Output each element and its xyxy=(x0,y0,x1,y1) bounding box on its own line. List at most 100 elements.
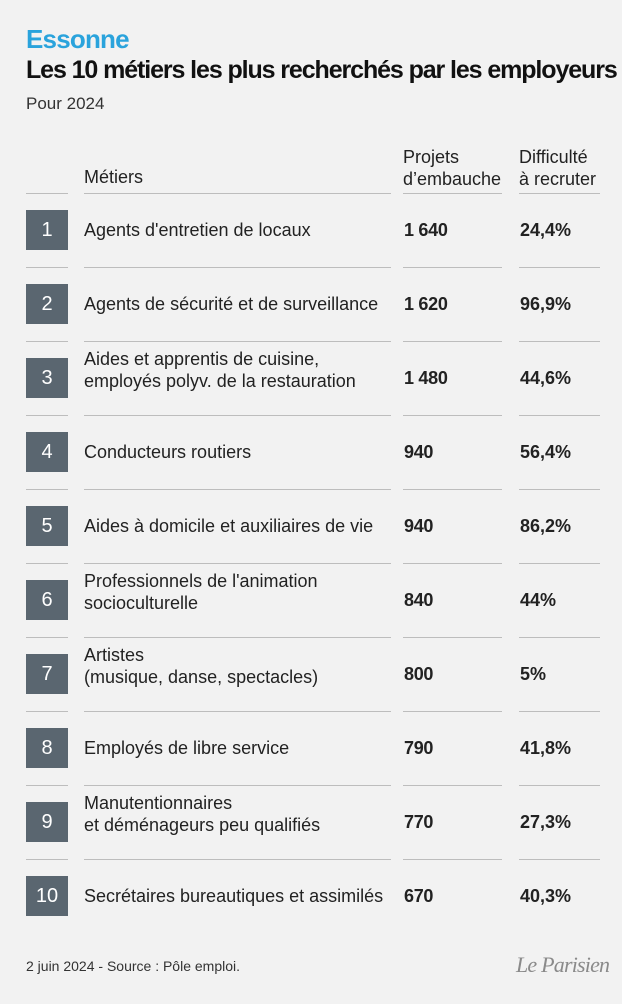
job-title-line1: Agents de sécurité et de surveillance xyxy=(84,294,379,314)
job-title: Aides et apprentis de cuisine, employés p… xyxy=(84,348,394,392)
row-divider xyxy=(84,415,391,416)
hiring-projects-value: 1 640 xyxy=(404,220,448,240)
row-divider xyxy=(403,785,502,786)
table-row: 3 Aides et apprentis de cuisine, employés … xyxy=(0,349,622,432)
rank-badge: 6 xyxy=(26,580,68,620)
column-header-difficulte-line2: à recruter xyxy=(519,169,597,189)
row-divider xyxy=(26,193,68,194)
job-title: Professionnels de l'animation sociocultur… xyxy=(84,570,394,614)
row-divider xyxy=(403,415,502,416)
table-row: 8 Employés de libre service 790 41,8% xyxy=(0,728,622,802)
table-row: 6 Professionnels de l'animation sociocultu… xyxy=(0,571,622,654)
hiring-projects-value: 670 xyxy=(404,886,434,906)
recruiting-difficulty-value: 24,4% xyxy=(520,220,572,240)
row-divider xyxy=(403,859,502,860)
job-title-line1: Secrétaires bureautiques et assimilés xyxy=(84,886,384,906)
row-divider xyxy=(84,341,391,342)
recruiting-difficulty-value: 40,3% xyxy=(520,886,572,906)
row-divider xyxy=(403,563,502,564)
job-title-line1: Professionnels de l'animation xyxy=(84,571,318,591)
row-divider xyxy=(519,489,600,490)
rank-badge: 1 xyxy=(26,210,68,250)
job-title: Conducteurs routiers xyxy=(84,441,394,463)
recruiting-difficulty-value: 56,4% xyxy=(520,442,572,462)
table-row: 10 Secrétaires bureautiques et assimilés 6… xyxy=(0,876,622,950)
row-divider xyxy=(403,267,502,268)
rank-badge: 2 xyxy=(26,284,68,324)
recruiting-difficulty-value: 5% xyxy=(520,664,547,684)
hiring-projects-value: 940 xyxy=(404,442,434,462)
row-divider xyxy=(84,785,391,786)
page-subtitle: Pour 2024 xyxy=(26,94,105,113)
recruiting-difficulty-value: 96,9% xyxy=(520,294,572,314)
job-title: Agents d'entretien de locaux xyxy=(84,219,394,241)
hiring-projects-value: 790 xyxy=(404,738,434,758)
column-header-metiers: Métiers xyxy=(84,167,144,187)
row-divider xyxy=(403,637,502,638)
row-divider xyxy=(26,637,68,638)
source-note: 2 juin 2024 - Source : Pôle emploi. xyxy=(26,958,241,974)
job-title-line1: Agents d'entretien de locaux xyxy=(84,220,311,240)
row-divider xyxy=(519,637,600,638)
job-title: Artistes (musique, danse, spectacles) xyxy=(84,644,394,688)
row-divider xyxy=(403,341,502,342)
row-divider xyxy=(26,785,68,786)
row-divider xyxy=(519,859,600,860)
hiring-projects-value: 1 480 xyxy=(404,368,448,388)
row-divider xyxy=(519,267,600,268)
row-divider xyxy=(84,267,391,268)
row-divider xyxy=(403,489,502,490)
rank-badge: 9 xyxy=(26,802,68,842)
table-row: 4 Conducteurs routiers 940 56,4% xyxy=(0,432,622,506)
column-header-projets-line2: d’embauche xyxy=(403,169,502,189)
row-divider xyxy=(84,193,391,194)
rank-badge: 8 xyxy=(26,728,68,768)
column-header-projets: Projets d’embauche xyxy=(403,146,501,190)
row-divider xyxy=(519,711,600,712)
table-row: 2 Agents de sécurité et de surveillance 1 … xyxy=(0,284,622,358)
job-title: Employés de libre service xyxy=(84,737,394,759)
hiring-projects-value: 770 xyxy=(404,812,434,832)
hiring-projects-value: 940 xyxy=(404,516,434,536)
job-title-line1: Aides à domicile et auxiliaires de vie xyxy=(84,516,374,536)
job-title-line1: Artistes xyxy=(84,645,145,665)
recruiting-difficulty-value: 41,8% xyxy=(520,738,572,758)
table-row: 5 Aides à domicile et auxiliaires de vie 9… xyxy=(0,506,622,580)
rank-badge: 5 xyxy=(26,506,68,546)
row-divider xyxy=(84,637,391,638)
job-title: Aides à domicile et auxiliaires de vie xyxy=(84,515,394,537)
table-row: 7 Artistes (musique, danse, spectacles) 800… xyxy=(0,645,622,728)
page-title: Les 10 métiers les plus recherchés par l… xyxy=(26,56,618,84)
column-header-difficulte: Difficulté à recruter xyxy=(519,146,596,190)
rank-badge: 4 xyxy=(26,432,68,472)
job-title-line1: Aides et apprentis de cuisine, xyxy=(84,349,320,369)
recruiting-difficulty-value: 27,3% xyxy=(520,812,572,832)
table-row: 9 Manutentionnaires et déménageurs peu qua… xyxy=(0,793,622,876)
job-title-line2: (musique, danse, spectacles) xyxy=(84,667,319,687)
row-divider xyxy=(26,563,68,564)
job-title: Secrétaires bureautiques et assimilés xyxy=(84,885,394,907)
job-title-line1: Employés de libre service xyxy=(84,738,290,758)
job-title: Manutentionnaires et déménageurs peu qual… xyxy=(84,792,394,836)
job-title-line2: employés polyv. de la restauration xyxy=(84,371,356,391)
recruiting-difficulty-value: 86,2% xyxy=(520,516,572,536)
row-divider xyxy=(519,785,600,786)
hiring-projects-value: 1 620 xyxy=(404,294,448,314)
rank-badge: 7 xyxy=(26,654,68,694)
job-title-line1: Conducteurs routiers xyxy=(84,442,252,462)
rank-badge: 10 xyxy=(26,876,68,916)
row-divider xyxy=(26,711,68,712)
column-header-projets-line1: Projets xyxy=(403,147,460,167)
row-divider xyxy=(519,341,600,342)
recruiting-difficulty-value: 44,6% xyxy=(520,368,572,388)
row-divider xyxy=(26,489,68,490)
row-divider xyxy=(26,415,68,416)
table-row: 1 Agents d'entretien de locaux 1 640 24,4% xyxy=(0,210,622,284)
hiring-projects-value: 800 xyxy=(404,664,434,684)
region-kicker: Essonne xyxy=(26,24,130,54)
row-divider xyxy=(26,859,68,860)
row-divider xyxy=(84,489,391,490)
row-divider xyxy=(26,267,68,268)
job-title: Agents de sécurité et de surveillance xyxy=(84,293,394,315)
job-title-line1: Manutentionnaires xyxy=(84,793,233,813)
